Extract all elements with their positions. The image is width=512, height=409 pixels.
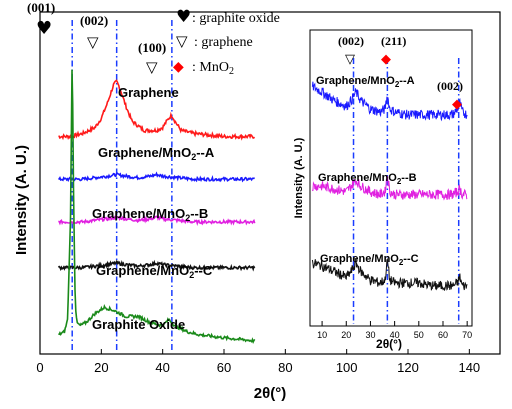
series-line [58,214,256,226]
triangle-icon-002: ▽ [87,33,99,51]
legend-heart-icon: ♥ [176,7,191,27]
inset-label-c: Graphene/MnO2--C [320,253,419,267]
annot-001: (001) [27,0,55,15]
annot-100: (100) [138,40,166,55]
main-plot-frame [39,11,501,355]
x-tick-label: 60 [438,330,448,340]
x-tick-label: 40 [155,360,169,375]
triangle-icon-100: ▽ [146,58,158,76]
x-tick-label: 20 [341,330,351,340]
x-tick-label: 0 [36,360,43,375]
legend-diamond-icon: ◆ [173,59,184,75]
legend-graphene: : graphene [194,35,253,50]
series-line [58,69,256,344]
label-graphene-mno2-c: Graphene/MnO2--C [96,263,213,280]
series-line [58,171,255,183]
x-tick-label: 80 [278,360,292,375]
legend-triangle-icon: ▽ [176,32,188,50]
main-x-axis-title: 2θ(°) [254,385,286,402]
series-line [311,257,468,291]
series-line [57,259,256,272]
series-line [58,79,255,141]
label-graphene-mno2-b: Graphene/MnO2--B [92,206,208,223]
x-tick-label: 70 [462,330,472,340]
x-tick-label: 40 [390,330,400,340]
label-graphene-mno2-a: Graphene/MnO2--A [98,145,215,162]
x-tick-label: 20 [94,360,108,375]
legend-mno2: : MnO2 [192,60,234,77]
inset-triangle-icon: ▽ [345,52,355,67]
x-tick-label: 30 [365,330,375,340]
x-tick-label: 10 [317,330,327,340]
x-tick-label: 60 [217,360,231,375]
label-graphite-oxide: Graphite Oxide [92,317,185,332]
inset-y-axis-title: Intensity (A. U.) [293,137,305,218]
inset-series-group [311,81,468,291]
x-tick-label: 120 [397,360,419,375]
inset-annot-002-right: (002) [437,79,463,93]
main-x-ticks: 0 20 40 60 80 100 120 140 [36,349,480,375]
main-series-group [57,69,256,344]
legend-graphite-oxide: : graphite oxide [192,11,280,26]
inset-x-ticks: 10 20 30 40 50 60 70 [317,321,472,340]
inset-label-a: Graphene/MnO2--A [316,75,415,89]
inset-diamond-icon-002: ◆ [452,97,462,112]
inset-x-axis-title: 2θ(°) [376,337,402,351]
series-line [311,175,468,201]
inset-annot-002: (002) [338,34,364,48]
inset-annot-211: (211) [381,34,406,48]
x-tick-label: 100 [336,360,358,375]
main-y-axis-title: Intensity (A. U.) [13,145,30,255]
annot-002-main: (002) [80,13,108,28]
x-tick-label: 50 [414,330,424,340]
heart-icon: ♥ [36,18,52,39]
inset-label-b: Graphene/MnO2--B [318,172,417,186]
inset-diamond-icon-211: ◆ [381,52,391,67]
x-tick-label: 140 [458,360,480,375]
label-graphene: Graphene [118,85,179,100]
series-line [311,81,468,122]
